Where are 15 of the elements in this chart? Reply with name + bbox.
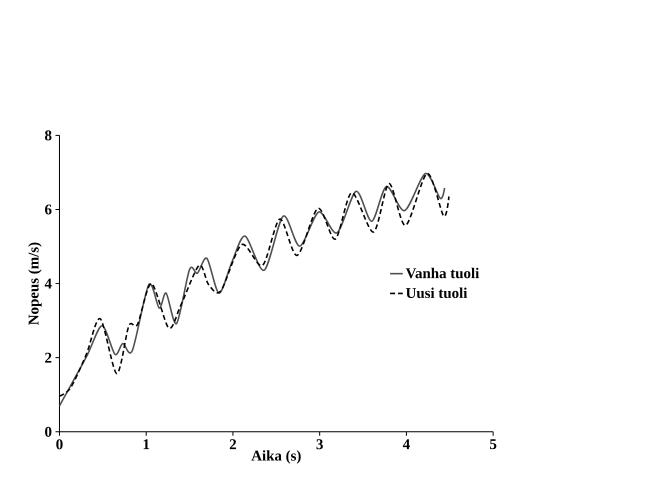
y-axis-title: Nopeus (m/s) — [28, 242, 42, 325]
x-tick-label: 2 — [230, 439, 236, 450]
y-tick-label: 6 — [45, 204, 52, 214]
x-axis-title: Aika (s) — [251, 450, 301, 464]
y-tick-label: 8 — [45, 130, 52, 140]
x-tick-label: 0 — [56, 439, 63, 450]
y-tick-label: 2 — [45, 352, 52, 363]
y-tick-label: 0 — [45, 426, 52, 437]
legend-label: Vanha tuoli — [406, 268, 480, 278]
x-tick-label: 4 — [402, 439, 410, 450]
x-tick-label: 1 — [144, 439, 150, 450]
x-tick-label: 3 — [316, 439, 323, 450]
x-tick-label: 5 — [490, 439, 496, 450]
y-tick-label: 4 — [44, 278, 52, 288]
legend-label: Uusi tuoli — [406, 288, 468, 298]
